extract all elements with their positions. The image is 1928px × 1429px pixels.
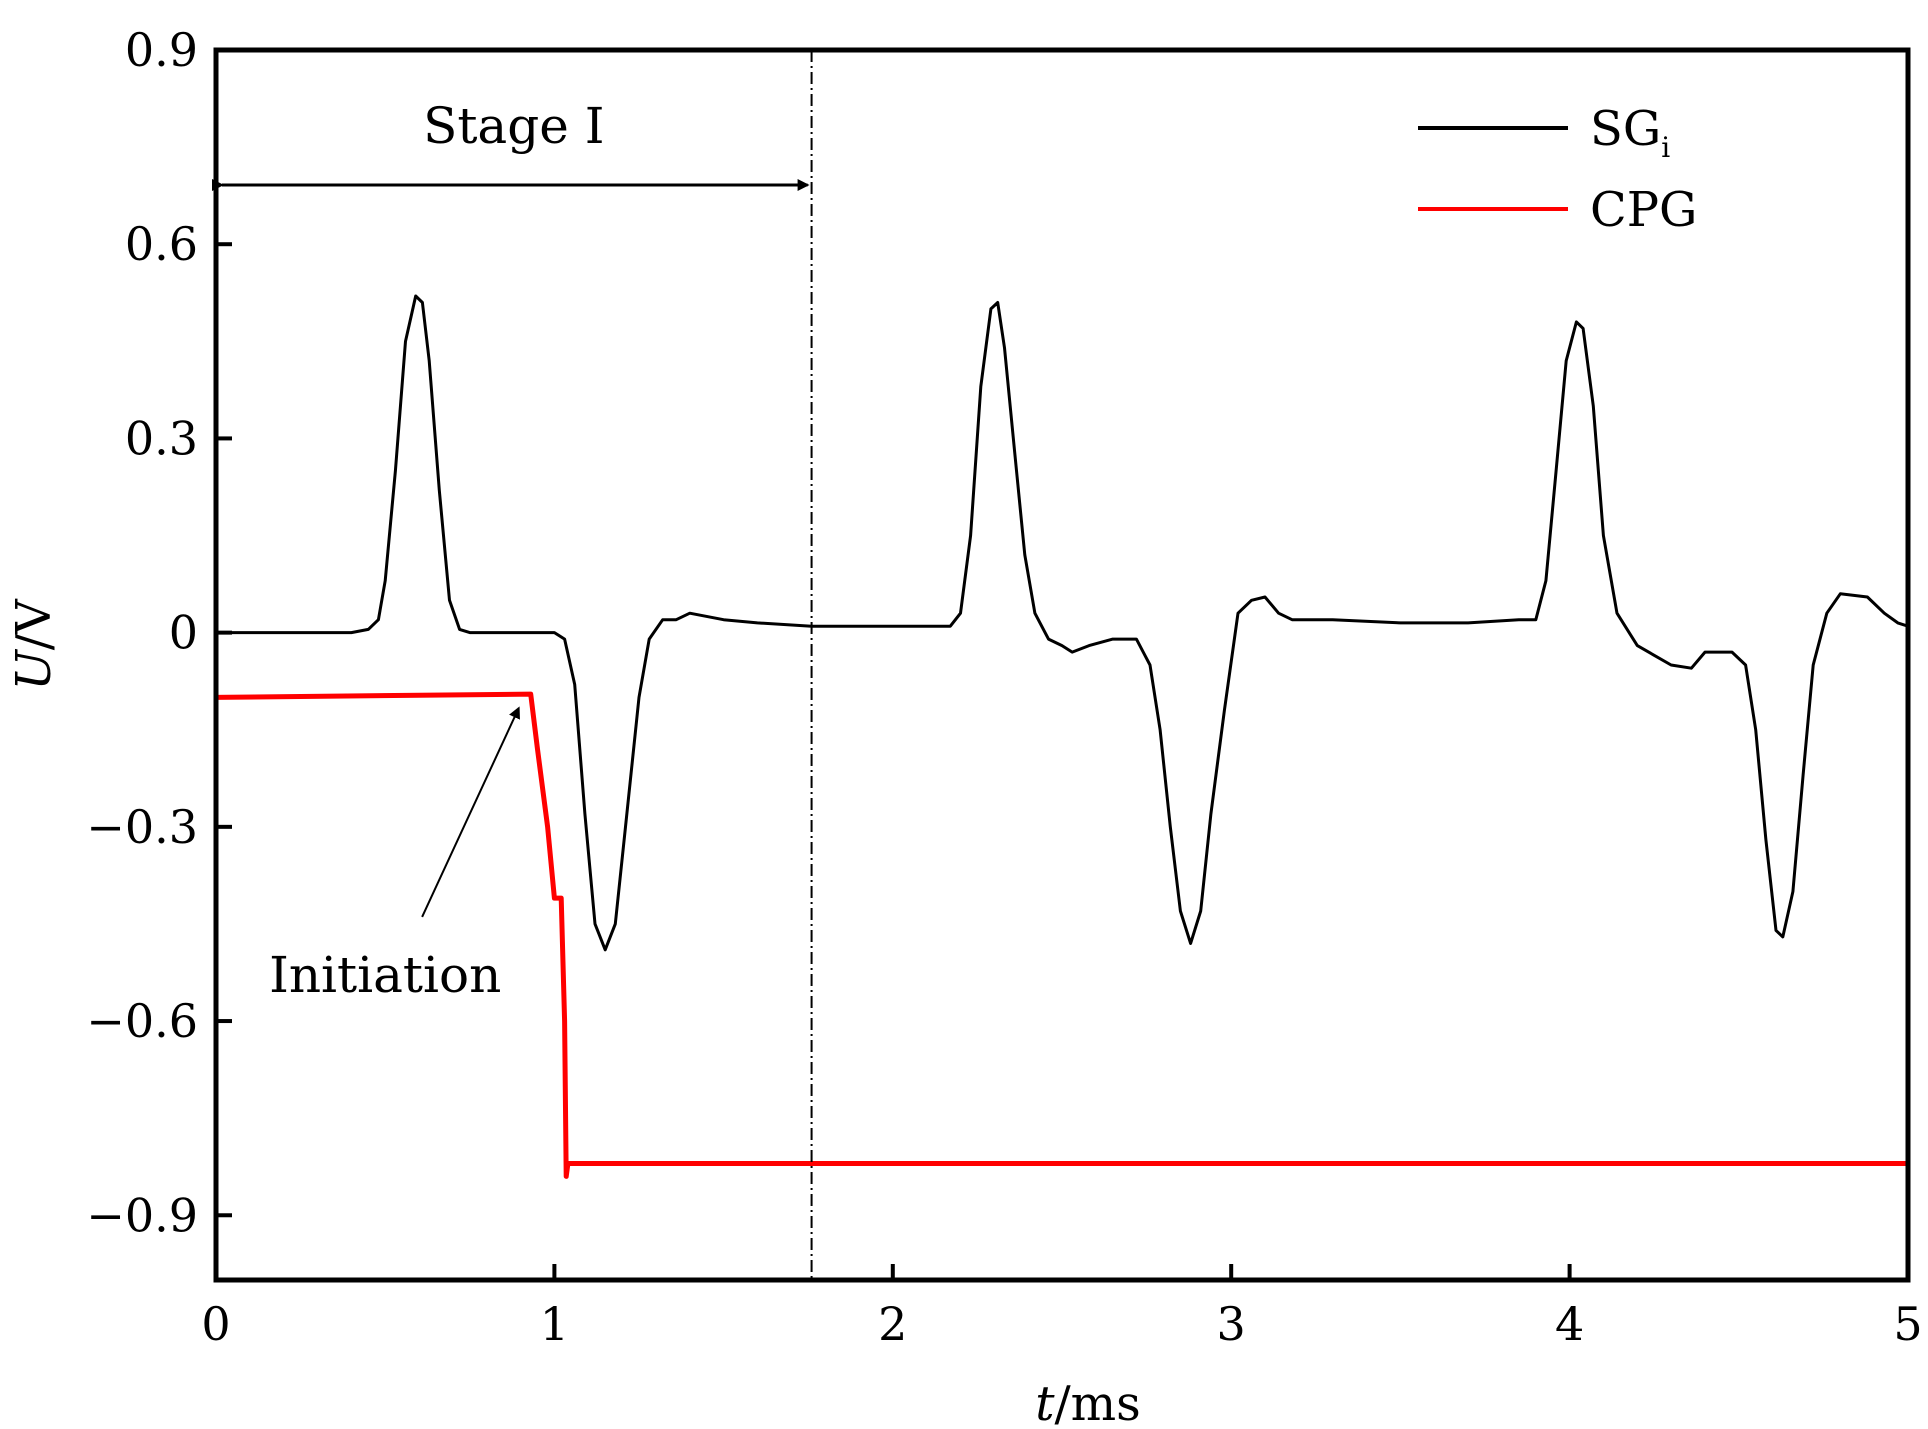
y-tick-label: −0.6 — [86, 994, 198, 1048]
x-tick-label: 1 — [540, 1297, 569, 1351]
x-tick-label: 4 — [1555, 1297, 1584, 1351]
x-axis-title: t/ms — [1035, 1376, 1141, 1429]
x-tick-label: 5 — [1893, 1297, 1922, 1351]
series-line-sg — [214, 294, 1910, 952]
y-tick-label: −0.3 — [86, 800, 198, 854]
y-tick-label: 0.9 — [125, 23, 198, 77]
y-axis-title-unit: /V — [6, 598, 62, 650]
legend-label-sg: SGi — [1590, 101, 1670, 164]
x-tick-label: 0 — [201, 1297, 230, 1351]
plot-frame — [213, 47, 1911, 1283]
y-tick-label: 0.6 — [125, 217, 198, 271]
legend-label-sg-main: SG — [1590, 101, 1661, 157]
y-axis-title-var: U — [6, 649, 62, 691]
series-line-cpg — [213, 691, 1911, 1179]
x-tick-label: 3 — [1217, 1297, 1246, 1351]
legend-label-sg-subscript: i — [1661, 131, 1670, 164]
legend-label-cpg: CPG — [1590, 182, 1697, 238]
x-tick-label: 2 — [878, 1297, 907, 1351]
stage-label: Stage Ⅰ — [423, 97, 604, 155]
y-tick-label: 0 — [169, 606, 198, 660]
initiation-arrow — [421, 706, 520, 918]
y-tick-label: −0.9 — [86, 1188, 198, 1242]
y-tick-label: 0.3 — [125, 411, 198, 465]
x-axis-title-unit: /ms — [1054, 1376, 1140, 1429]
x-axis-title-var: t — [1035, 1376, 1055, 1429]
initiation-label: Initiation — [269, 946, 501, 1004]
legend: SGi CPG — [1418, 101, 1697, 238]
y-axis-title: U/V — [6, 598, 62, 691]
axis-ticks: 0 1 2 3 4 5 0.9 0.6 0.3 0 −0.3 −0.6 −0.9 — [86, 23, 1922, 1351]
series-layer — [213, 294, 1911, 1179]
